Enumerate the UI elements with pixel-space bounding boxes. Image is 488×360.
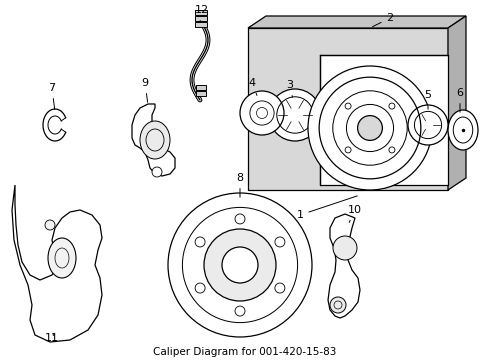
Text: Caliper Diagram for 001-420-15-83: Caliper Diagram for 001-420-15-83 <box>153 347 336 357</box>
Bar <box>196 91 205 96</box>
Circle shape <box>388 147 394 153</box>
Circle shape <box>345 147 350 153</box>
Polygon shape <box>247 28 447 190</box>
Bar <box>195 22 206 27</box>
Text: 8: 8 <box>236 173 243 197</box>
Text: 9: 9 <box>141 78 148 102</box>
Text: 1: 1 <box>296 196 357 220</box>
Circle shape <box>388 103 394 109</box>
Text: 4: 4 <box>248 78 256 95</box>
Circle shape <box>235 214 244 224</box>
Text: 10: 10 <box>347 205 361 222</box>
Circle shape <box>407 105 447 145</box>
Circle shape <box>329 297 346 313</box>
Circle shape <box>268 89 320 141</box>
Text: 11: 11 <box>45 333 59 343</box>
Ellipse shape <box>447 110 477 150</box>
Bar <box>196 85 205 90</box>
Text: 3: 3 <box>286 80 293 97</box>
Circle shape <box>45 220 55 230</box>
Circle shape <box>357 116 382 140</box>
Circle shape <box>168 193 311 337</box>
Circle shape <box>274 283 285 293</box>
Circle shape <box>222 247 258 283</box>
Text: 6: 6 <box>456 88 463 112</box>
Polygon shape <box>319 55 447 185</box>
Circle shape <box>235 306 244 316</box>
Ellipse shape <box>48 238 76 278</box>
Bar <box>195 16 206 21</box>
Circle shape <box>195 237 204 247</box>
Polygon shape <box>247 16 465 28</box>
Polygon shape <box>447 16 465 190</box>
Polygon shape <box>132 104 175 176</box>
Polygon shape <box>327 214 359 318</box>
Polygon shape <box>12 185 102 342</box>
Circle shape <box>274 237 285 247</box>
Circle shape <box>240 91 284 135</box>
Circle shape <box>307 66 431 190</box>
Text: 12: 12 <box>195 5 209 22</box>
Circle shape <box>332 236 356 260</box>
Circle shape <box>152 167 162 177</box>
Circle shape <box>195 283 204 293</box>
Bar <box>195 10 206 15</box>
Circle shape <box>203 229 275 301</box>
Text: 5: 5 <box>424 90 430 109</box>
Ellipse shape <box>140 121 170 159</box>
Text: 7: 7 <box>48 83 56 109</box>
Circle shape <box>345 103 350 109</box>
Text: 2: 2 <box>372 13 393 27</box>
